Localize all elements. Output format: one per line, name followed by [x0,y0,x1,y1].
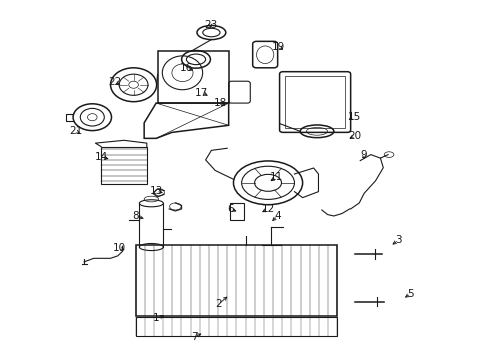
Text: 20: 20 [348,131,361,141]
Text: 2: 2 [215,299,222,309]
Bar [136,245,337,316]
Text: 8: 8 [132,211,139,221]
Text: 11: 11 [270,172,283,182]
Text: 3: 3 [395,235,402,245]
Text: 6: 6 [227,204,234,214]
Bar [158,51,229,103]
Text: 18: 18 [214,98,227,108]
Text: 23: 23 [204,21,217,31]
Bar [136,316,337,336]
Text: 10: 10 [113,243,126,253]
Text: 1: 1 [153,313,159,323]
Text: 14: 14 [94,152,108,162]
Text: 15: 15 [348,112,361,122]
Text: 19: 19 [272,42,285,51]
Text: 22: 22 [108,77,121,87]
Text: 13: 13 [149,186,163,196]
Bar [101,147,147,184]
Text: 12: 12 [262,204,275,214]
Bar [285,76,345,128]
Text: 4: 4 [274,211,281,221]
Text: 16: 16 [180,63,193,73]
Text: 9: 9 [361,150,368,159]
Bar [230,203,244,220]
Text: 5: 5 [407,289,414,298]
Text: 17: 17 [195,87,208,98]
Text: 21: 21 [70,126,83,136]
Text: 7: 7 [191,332,198,342]
